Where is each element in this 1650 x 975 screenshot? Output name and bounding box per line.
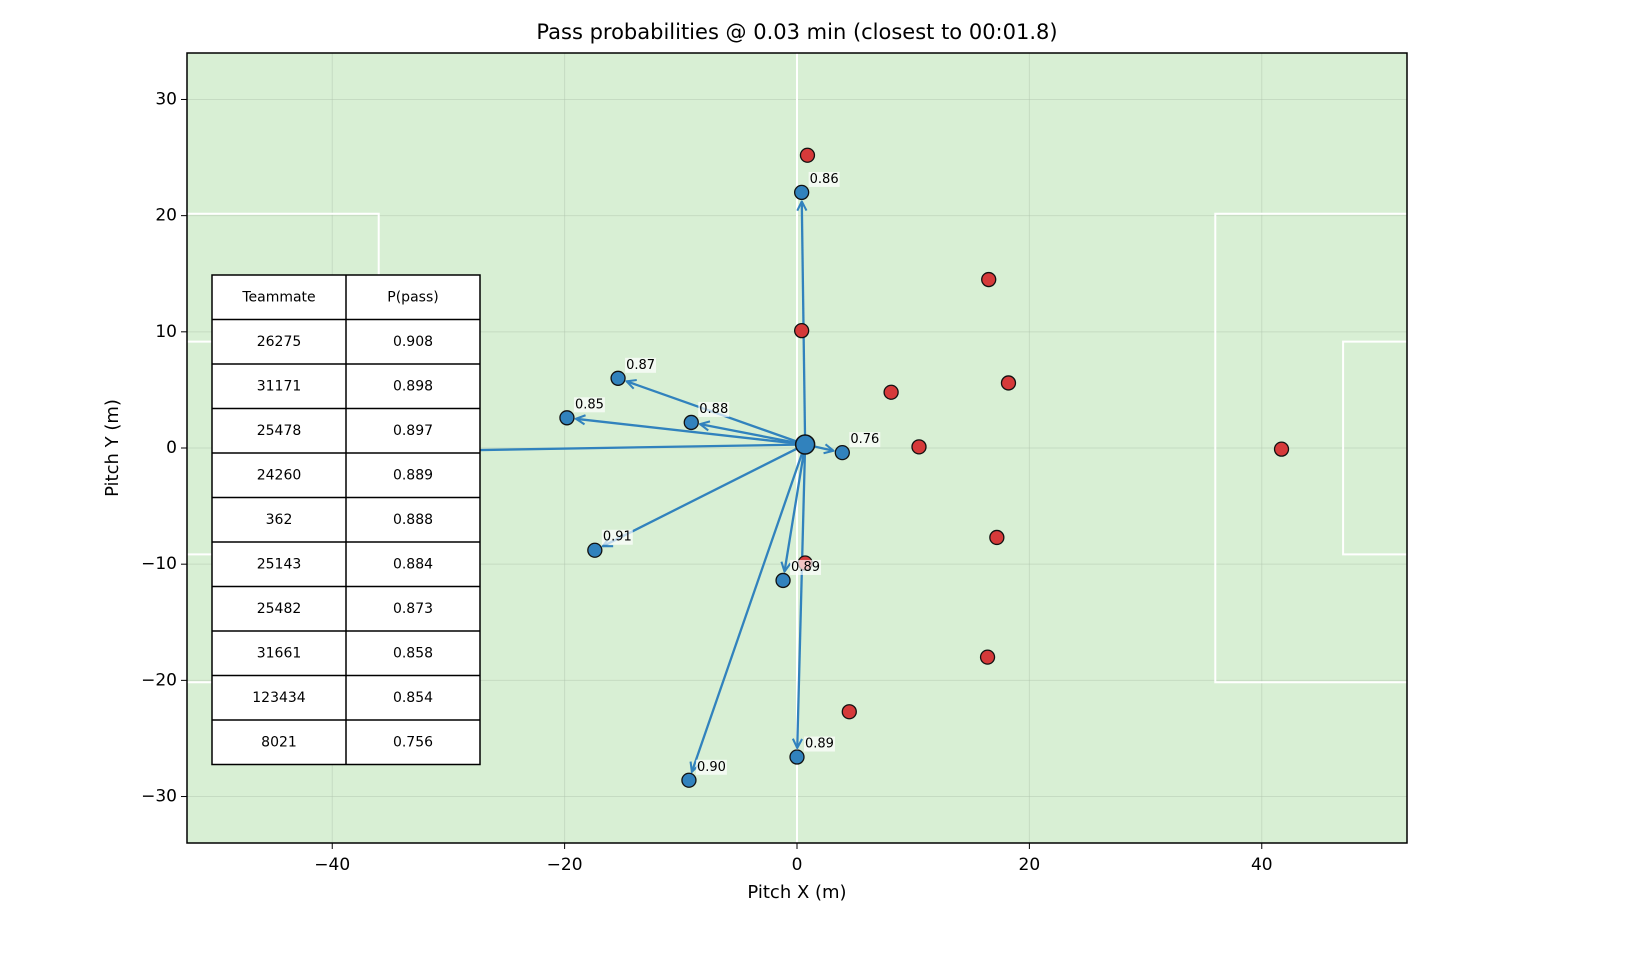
teammate-point xyxy=(610,370,626,386)
table-cell: 0.858 xyxy=(393,645,433,661)
teammate-point xyxy=(683,414,699,431)
table-header: Teammate xyxy=(241,289,315,305)
pass-arrow xyxy=(784,450,806,571)
axes-frame xyxy=(186,52,1408,844)
x-tick-label: −40 xyxy=(314,855,350,875)
probability-label: 0.89 xyxy=(805,737,834,752)
teammate-point xyxy=(775,572,791,589)
label-box xyxy=(698,401,730,417)
teammate-point xyxy=(834,444,850,461)
opponent-point xyxy=(883,384,899,400)
pass-table: Teammate P(pass) 26275 0.908 31171 0.898 25478… xyxy=(211,274,481,766)
table-cell: 0.889 xyxy=(393,467,433,483)
teammate-point xyxy=(793,184,810,201)
pass-arrow xyxy=(576,419,800,445)
opponent-point xyxy=(841,704,857,720)
table-cell: 8021 xyxy=(261,734,297,750)
probability-label: 0.87 xyxy=(626,358,655,373)
probability-label: 0.89 xyxy=(791,560,820,575)
teammate-point xyxy=(559,410,575,426)
table-cell: 31171 xyxy=(257,378,302,394)
probability-label: 0.76 xyxy=(850,432,879,447)
probability-label: 0.88 xyxy=(699,402,728,417)
opponent-point xyxy=(793,323,810,339)
y-tick-label: 30 xyxy=(155,89,177,109)
table-cell: 362 xyxy=(266,512,293,528)
table-cell: 25143 xyxy=(257,556,302,572)
x-tick-label: 0 xyxy=(792,855,803,875)
opponent-point xyxy=(979,649,996,665)
pass-arrow xyxy=(692,449,805,772)
label-box xyxy=(695,759,727,775)
label-box xyxy=(790,559,822,575)
probability-label: 0.85 xyxy=(575,397,604,412)
opponent-point xyxy=(989,529,1005,546)
teammate-point xyxy=(789,749,805,765)
x-tick-label: 20 xyxy=(1019,855,1041,875)
pitch-line xyxy=(1342,340,1407,556)
y-tick-label: 0 xyxy=(166,438,177,458)
label-box xyxy=(601,529,633,545)
y-tick-label: 20 xyxy=(155,206,177,226)
pitch-line xyxy=(1214,212,1407,684)
x-axis-label: Pitch X (m) xyxy=(747,882,846,903)
opponent-point xyxy=(981,271,997,288)
y-tick-label: −10 xyxy=(141,554,177,574)
y-tick-label: 10 xyxy=(155,322,177,342)
pass-arrow xyxy=(802,201,805,439)
table-cell: 0.898 xyxy=(393,378,433,394)
probability-label: 0.91 xyxy=(603,530,632,545)
table-cell: 0.756 xyxy=(393,734,433,750)
probability-label: 0.90 xyxy=(697,760,726,775)
x-tick-label: 40 xyxy=(1251,855,1273,875)
opponent-point xyxy=(799,147,816,163)
label-box xyxy=(808,171,840,187)
y-tick-label: −30 xyxy=(141,787,177,807)
table-cell: 0.873 xyxy=(393,601,433,617)
opponent-point xyxy=(1000,375,1017,391)
table-cell: 0.897 xyxy=(393,423,433,439)
pass-arrow xyxy=(603,446,801,546)
pass-arrow xyxy=(700,424,800,445)
teammate-point xyxy=(681,772,697,788)
table-cell: 24260 xyxy=(257,467,302,483)
table-cell: 123434 xyxy=(252,690,306,706)
table-cell: 0.888 xyxy=(393,512,433,528)
opponent-point xyxy=(911,439,927,455)
table-cell: 26275 xyxy=(257,334,302,350)
y-axis-label: Pitch Y (m) xyxy=(102,399,123,497)
table-cell: 0.908 xyxy=(393,334,433,350)
table-cell: 31661 xyxy=(257,645,302,661)
probability-label: 0.86 xyxy=(810,172,839,187)
y-tick-label: −20 xyxy=(141,670,177,690)
label-box xyxy=(573,397,605,413)
label-box xyxy=(625,357,657,373)
table-cell: 25482 xyxy=(257,601,302,617)
table-cell: 0.854 xyxy=(393,690,433,706)
table-cell: 25478 xyxy=(257,423,302,439)
chart-title: Pass probabilities @ 0.03 min (closest t… xyxy=(536,20,1057,44)
table-cell: 0.884 xyxy=(393,556,433,572)
x-tick-label: −20 xyxy=(547,855,583,875)
teammate-point xyxy=(587,542,603,558)
carrier-point xyxy=(794,434,816,455)
table-header: P(pass) xyxy=(387,289,438,305)
opponent-point xyxy=(1273,441,1290,457)
pass-arrow xyxy=(797,450,807,749)
label-box xyxy=(849,432,881,448)
label-box xyxy=(804,736,835,752)
